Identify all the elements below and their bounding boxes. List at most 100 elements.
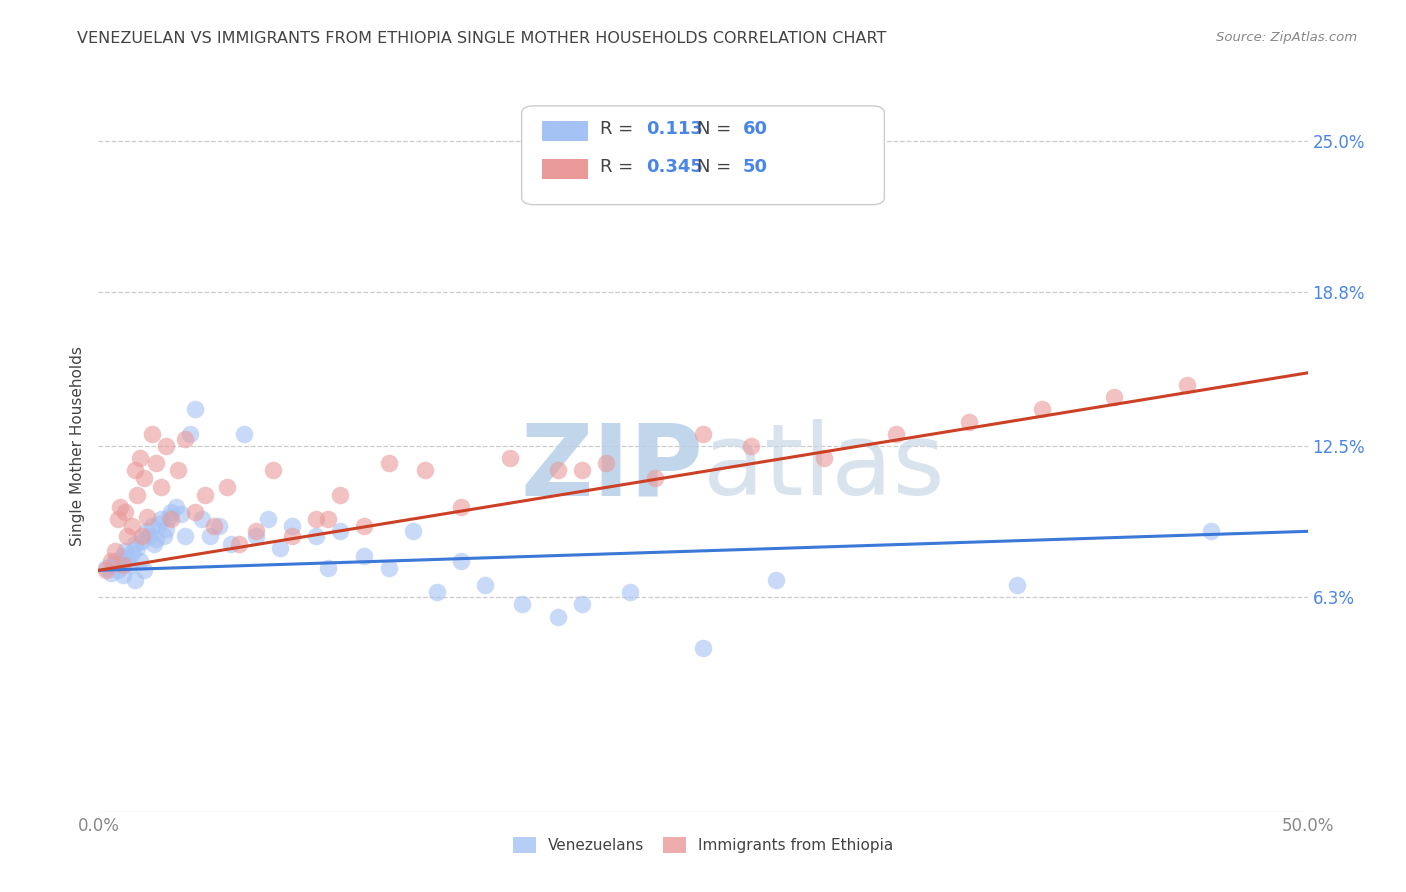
Point: [245, 529, 267, 543]
Point: [402, 524, 425, 539]
Point: [128, 553, 150, 567]
Point: [571, 598, 593, 612]
Text: 60: 60: [742, 120, 768, 138]
Point: [114, 544, 136, 558]
Point: [184, 402, 207, 417]
Text: 0.113: 0.113: [647, 120, 703, 138]
Point: [155, 522, 177, 536]
Point: [547, 609, 569, 624]
Text: R =: R =: [600, 120, 640, 138]
Point: [124, 536, 146, 550]
Point: [1102, 390, 1125, 404]
Text: N =: N =: [697, 120, 737, 138]
Point: [124, 573, 146, 587]
Text: R =: R =: [600, 158, 640, 177]
Point: [94, 563, 117, 577]
Point: [141, 426, 163, 441]
Point: [426, 585, 449, 599]
Point: [150, 512, 173, 526]
Point: [450, 553, 472, 567]
Point: [104, 553, 127, 567]
Point: [174, 432, 197, 446]
Point: [595, 456, 617, 470]
FancyBboxPatch shape: [543, 159, 588, 179]
Point: [165, 500, 187, 514]
Point: [111, 558, 134, 573]
Point: [204, 519, 226, 533]
Text: atlas: atlas: [703, 419, 945, 516]
Point: [1007, 578, 1029, 592]
Point: [150, 480, 173, 494]
Point: [198, 529, 221, 543]
Point: [232, 426, 254, 441]
Point: [474, 578, 496, 592]
Point: [1175, 378, 1198, 392]
Point: [124, 463, 146, 477]
Point: [135, 509, 157, 524]
Point: [108, 556, 131, 570]
Point: [121, 519, 143, 533]
Text: 0.345: 0.345: [647, 158, 703, 177]
FancyBboxPatch shape: [522, 106, 884, 204]
Point: [316, 561, 339, 575]
Point: [377, 561, 399, 575]
Point: [547, 463, 569, 477]
Point: [353, 549, 375, 563]
Point: [571, 463, 593, 477]
Point: [957, 415, 980, 429]
Point: [131, 534, 153, 549]
Point: [152, 529, 174, 543]
Point: [281, 519, 304, 533]
Point: [194, 488, 217, 502]
Text: N =: N =: [697, 158, 737, 177]
Point: [114, 505, 136, 519]
Point: [155, 439, 177, 453]
Point: [305, 529, 328, 543]
Point: [329, 524, 352, 539]
Point: [208, 519, 231, 533]
Point: [117, 551, 139, 566]
Point: [108, 500, 131, 514]
Point: [134, 471, 156, 485]
Point: [179, 426, 201, 441]
Text: Source: ZipAtlas.com: Source: ZipAtlas.com: [1216, 31, 1357, 45]
Text: VENEZUELAN VS IMMIGRANTS FROM ETHIOPIA SINGLE MOTHER HOUSEHOLDS CORRELATION CHAR: VENEZUELAN VS IMMIGRANTS FROM ETHIOPIA S…: [77, 31, 887, 46]
Point: [121, 546, 143, 560]
Point: [131, 529, 153, 543]
Point: [228, 536, 250, 550]
Point: [160, 505, 183, 519]
Point: [221, 536, 243, 550]
Point: [118, 558, 141, 573]
Point: [329, 488, 352, 502]
Point: [117, 529, 139, 543]
Point: [262, 463, 284, 477]
Point: [145, 532, 167, 546]
Point: [100, 553, 122, 567]
Point: [619, 585, 641, 599]
FancyBboxPatch shape: [543, 120, 588, 141]
Point: [269, 541, 291, 556]
Point: [740, 439, 762, 453]
Legend: Venezuelans, Immigrants from Ethiopia: Venezuelans, Immigrants from Ethiopia: [506, 830, 900, 859]
Point: [169, 508, 191, 522]
Point: [765, 573, 787, 587]
Point: [111, 568, 134, 582]
Point: [167, 463, 190, 477]
Point: [1031, 402, 1053, 417]
Point: [191, 512, 214, 526]
Point: [813, 451, 835, 466]
Point: [316, 512, 339, 526]
Point: [143, 536, 166, 550]
Point: [450, 500, 472, 514]
Point: [101, 558, 124, 573]
Point: [107, 512, 129, 526]
Text: ZIP: ZIP: [520, 419, 703, 516]
Point: [94, 561, 117, 575]
Point: [107, 563, 129, 577]
Point: [692, 641, 714, 656]
Point: [160, 512, 183, 526]
Point: [111, 549, 134, 563]
Point: [510, 598, 533, 612]
Point: [692, 426, 714, 441]
Point: [100, 566, 122, 580]
